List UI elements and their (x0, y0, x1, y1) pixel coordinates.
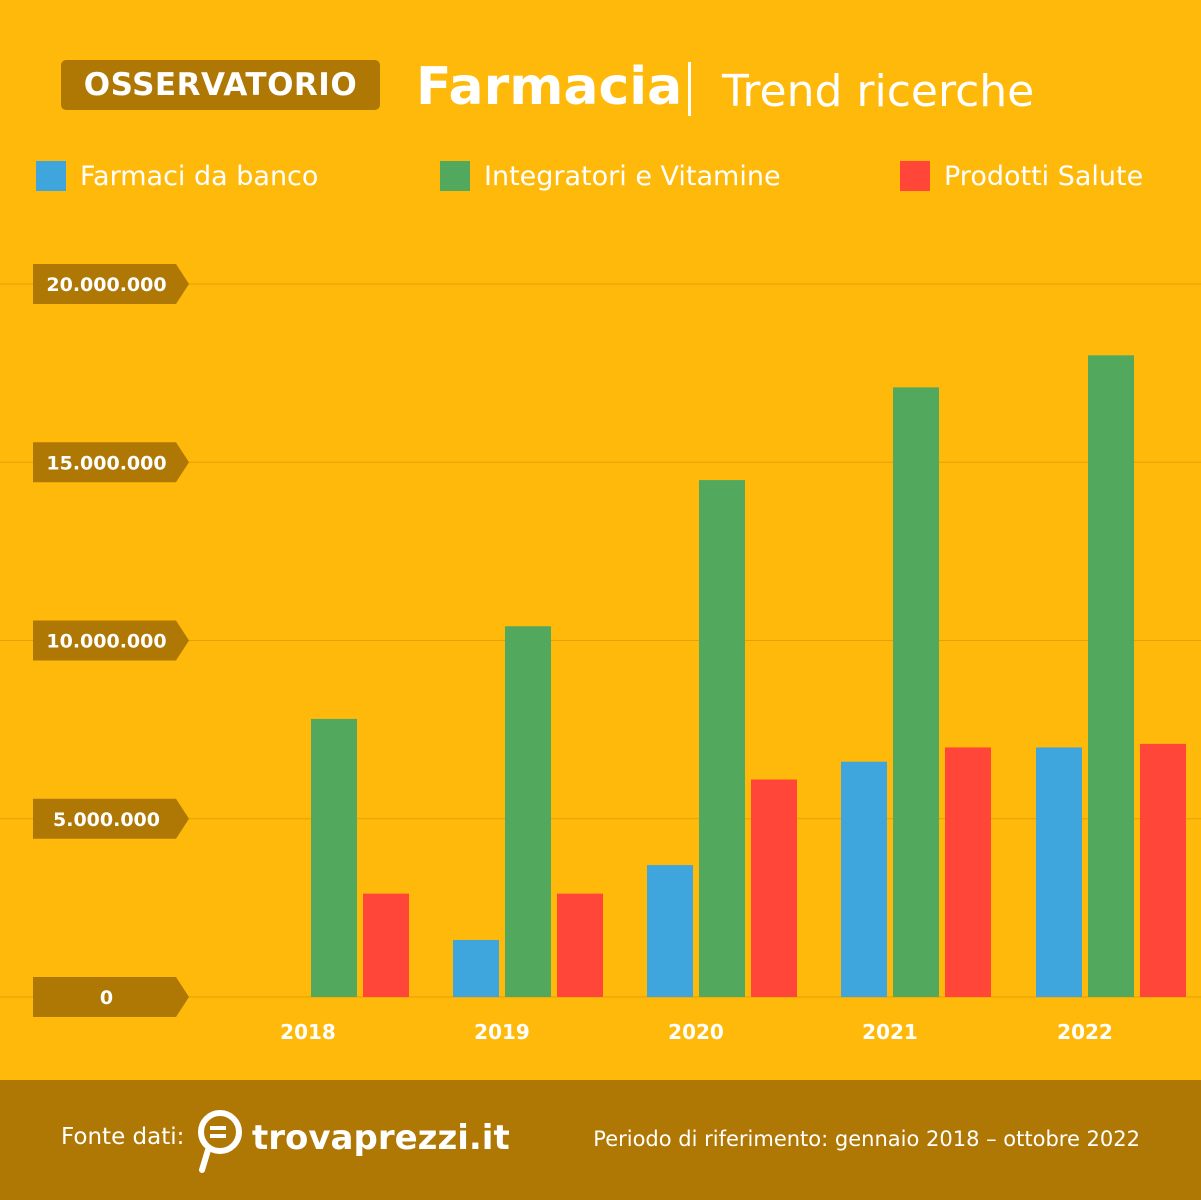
bar (1036, 747, 1082, 997)
bar (841, 761, 887, 997)
bar (311, 718, 357, 997)
bar (945, 747, 991, 997)
bar (1088, 355, 1134, 997)
source-label: Fonte dati: (61, 1124, 185, 1150)
legend-label: Prodotti Salute (944, 160, 1144, 192)
y-tick-label: 0 (100, 987, 113, 1009)
legend-swatch (900, 161, 930, 191)
bar (751, 779, 797, 997)
y-tick-badge (33, 264, 189, 304)
bar (453, 939, 499, 997)
legend-swatch (36, 161, 66, 191)
y-tick-badge (33, 977, 189, 1017)
x-tick-label: 2020 (668, 1020, 724, 1044)
brand-name: trovaprezzi.it (252, 1118, 510, 1158)
y-tick-label: 20.000.000 (46, 274, 166, 296)
bar (557, 893, 603, 997)
y-tick-label: 10.000.000 (46, 631, 166, 653)
bar-chart: 0 5.000.000 10.000.000 15.000.000 20.000.000… (0, 264, 1201, 1044)
x-tick-label: 2018 (280, 1020, 336, 1044)
x-tick-label: 2019 (474, 1020, 530, 1044)
bar (363, 893, 409, 997)
y-tick-badge (33, 620, 189, 661)
legend-label: Farmaci da banco (80, 160, 319, 192)
y-tick-badge (33, 442, 189, 483)
legend-item-integratori: Integratori e Vitamine (440, 160, 781, 192)
page-subtitle: Trend ricerche (722, 66, 1035, 117)
magnifier-euro-icon (198, 1110, 242, 1173)
legend-swatch (440, 161, 470, 191)
bar (1140, 743, 1186, 997)
page-title: Farmacia (416, 57, 683, 117)
bar (893, 387, 939, 997)
legend-item-farmaci: Farmaci da banco (36, 160, 318, 192)
bar (699, 480, 745, 997)
legend-label: Integratori e Vitamine (484, 160, 781, 192)
x-tick-label: 2022 (1057, 1020, 1113, 1044)
bar (505, 626, 551, 997)
reference-period: Periodo di riferimento: gennaio 2018 – o… (593, 1127, 1140, 1151)
bar (647, 865, 693, 997)
legend-item-prodotti: Prodotti Salute (900, 160, 1143, 192)
y-tick-label: 5.000.000 (53, 809, 160, 831)
observatory-badge: OSSERVATORIO (61, 60, 380, 110)
y-tick-badge (33, 798, 189, 839)
title-separator (688, 62, 691, 116)
x-tick-label: 2021 (862, 1020, 918, 1044)
y-tick-label: 15.000.000 (46, 452, 166, 474)
